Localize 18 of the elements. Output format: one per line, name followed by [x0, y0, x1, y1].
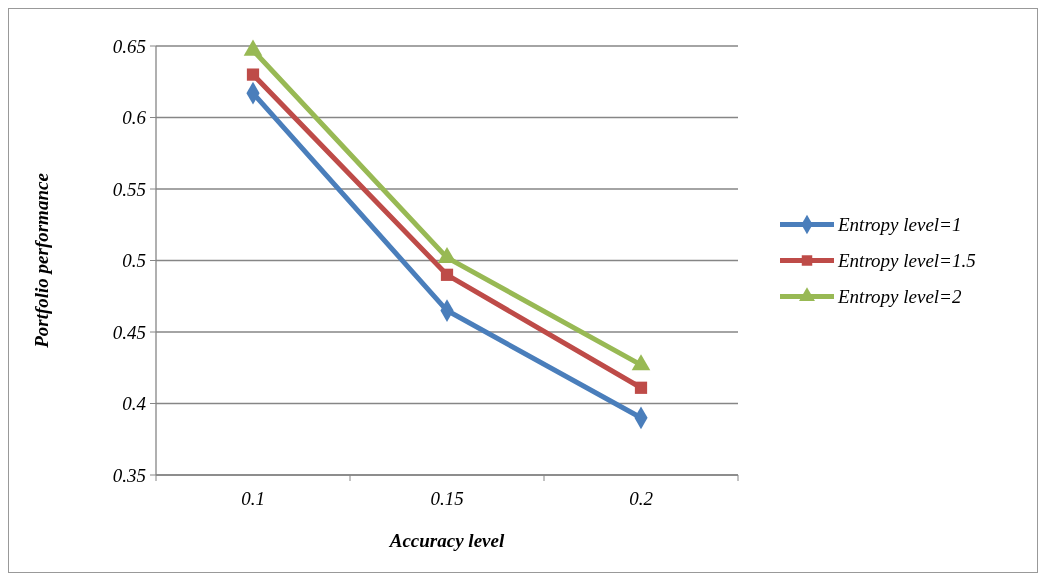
y-tick-label: 0.4 [122, 393, 147, 415]
y-axis-title: Portfolio performance [31, 172, 52, 349]
x-axis-title: Accuracy level [388, 530, 505, 551]
x-tick-label: 0.1 [241, 488, 265, 509]
point [246, 68, 260, 81]
y-tick-label: 0.5 [122, 250, 146, 272]
y-tick-label: 0.35 [112, 464, 146, 486]
legend-label: Entropy level=1.5 [837, 250, 976, 272]
y-tick-label: 0.65 [112, 35, 146, 57]
legend-label: Entropy level=1 [837, 214, 962, 236]
x-tick-label: 0.2 [629, 488, 654, 509]
y-tick-label: 0.55 [112, 178, 146, 200]
y-tick-label: 0.6 [122, 107, 147, 129]
x-tick-label: 0.15 [430, 488, 464, 509]
y-tick-label: 0.45 [112, 321, 146, 343]
legend-label: Entropy level=2 [837, 286, 962, 308]
point [440, 268, 454, 281]
point [634, 381, 648, 394]
